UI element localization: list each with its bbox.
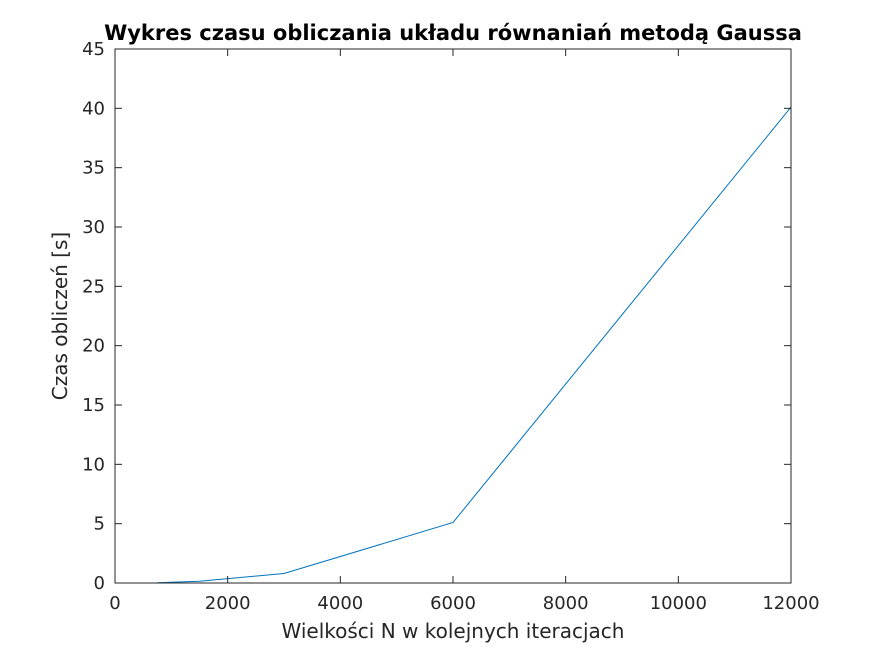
x-tick-label: 0: [109, 593, 120, 614]
y-tick-label: 30: [82, 217, 105, 238]
series-line: [157, 106, 792, 584]
y-axis: 0 5 10 15 20 25 30 35 40 45: [82, 39, 791, 594]
x-axis: 0 2000 4000 6000 8000 10000 12000: [109, 49, 820, 614]
x-tick-label: 12000: [762, 593, 819, 614]
y-tick-label: 20: [82, 336, 105, 357]
plot-area-background: [115, 49, 791, 583]
x-axis-label: Wielkości N w kolejnych iteracjach: [282, 619, 625, 643]
y-tick-label: 15: [82, 395, 105, 416]
x-tick-label: 4000: [317, 593, 363, 614]
y-tick-label: 5: [94, 514, 105, 535]
y-axis-label: Czas obliczeń [s]: [48, 232, 72, 400]
y-tick-label: 0: [94, 573, 105, 594]
chart-title: Wykres czasu obliczania układu równaniań…: [104, 21, 802, 45]
y-tick-label: 10: [82, 454, 105, 475]
x-tick-label: 10000: [650, 593, 707, 614]
y-tick-label: 25: [82, 276, 105, 297]
y-tick-label: 35: [82, 158, 105, 179]
y-tick-label: 45: [82, 39, 105, 60]
x-tick-label: 2000: [205, 593, 251, 614]
series-layer: [157, 106, 792, 584]
x-tick-label: 8000: [543, 593, 589, 614]
x-tick-label: 6000: [430, 593, 476, 614]
y-tick-label: 40: [82, 98, 105, 119]
